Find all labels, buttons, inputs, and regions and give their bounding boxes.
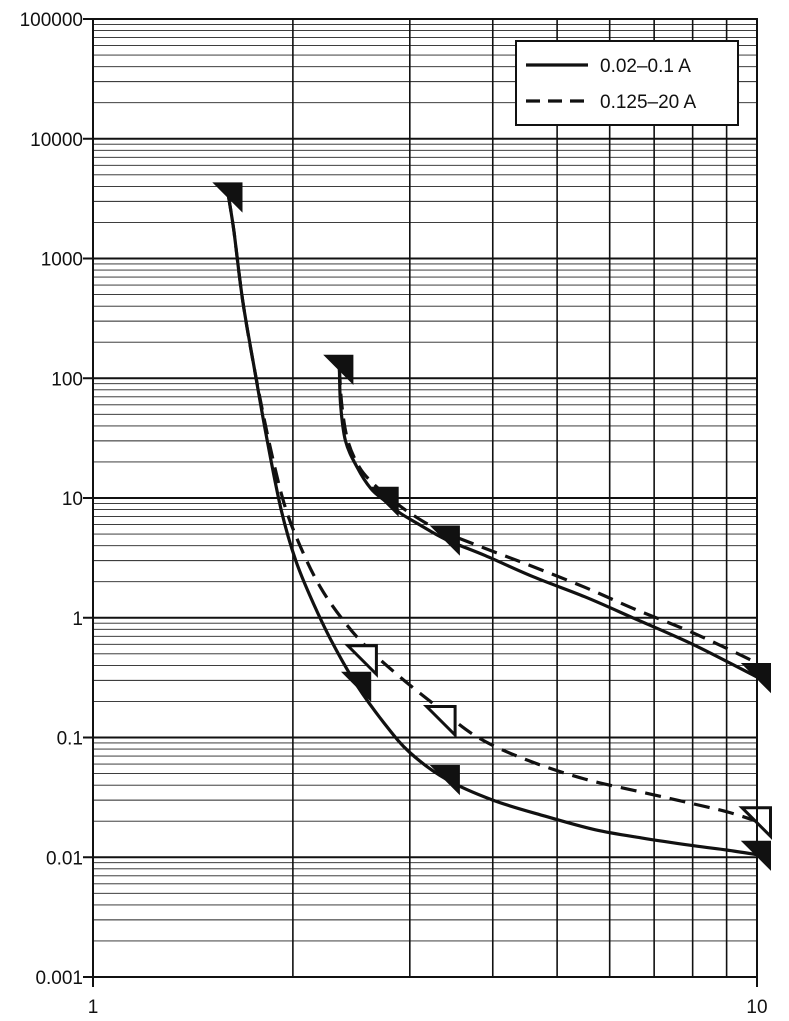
x-tick-label: 10 — [746, 997, 767, 1018]
series-1-curve-2-marker-1 — [323, 354, 354, 386]
y-tick-label: 100 — [51, 369, 83, 390]
series-1-curve-2-marker-3 — [429, 525, 460, 556]
y-tick-label: 1 — [72, 609, 83, 630]
major-gridlines — [93, 18, 757, 978]
legend-box — [515, 40, 739, 126]
series-1-curve-1 — [226, 196, 758, 857]
plot-frame — [92, 18, 758, 978]
series-1-curve-2 — [337, 368, 758, 679]
y-tick-label: 0.1 — [57, 729, 83, 750]
series-1-curve-1-marker-3 — [429, 765, 460, 796]
legend: 0.02–0.1 A 0.125–20 A — [515, 40, 739, 126]
legend-label-1: 0.02–0.1 A — [600, 56, 691, 77]
y-tick-label: 1000 — [41, 250, 83, 271]
series-1-curve-1-marker-2 — [340, 671, 372, 703]
series-2-curve-1-marker-2 — [422, 705, 457, 739]
minor-gridlines — [93, 24, 757, 942]
y-tick-label: 0.001 — [35, 968, 83, 989]
y-tick-label: 0.01 — [46, 848, 83, 869]
legend-label-2: 0.125–20 A — [600, 92, 696, 113]
series-2-curve-1-marker-1 — [344, 644, 378, 678]
series-1-curve-2-marker-2 — [368, 486, 399, 517]
x-tick-label: 1 — [88, 997, 99, 1018]
y-tick-label: 10000 — [30, 130, 83, 151]
y-tick-label: 100000 — [20, 10, 83, 31]
series-1-curve-1-marker-1 — [212, 182, 243, 213]
series-2-curve-2 — [337, 368, 758, 665]
markers-layer — [212, 182, 772, 871]
y-tick-label: 10 — [62, 489, 83, 510]
